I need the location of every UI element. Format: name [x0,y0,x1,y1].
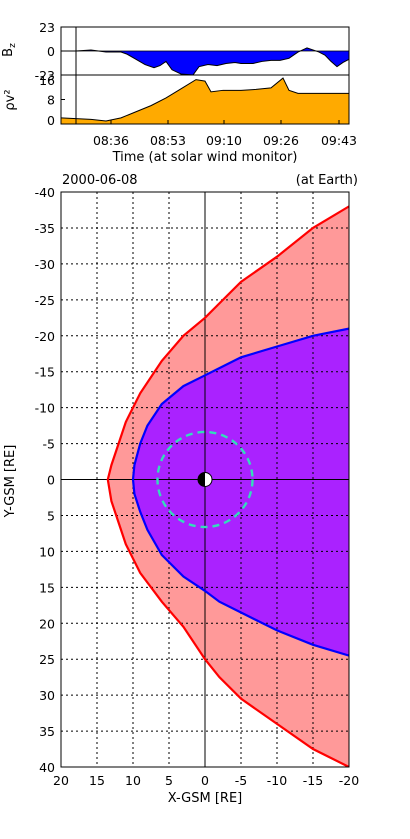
x-tick-label: -20 [339,773,359,788]
x-tick-label: 15 [89,773,105,788]
location-label: (at Earth) [296,173,358,188]
x-tick-label: -15 [303,773,323,788]
y-tick-label: 0 [47,473,55,488]
time-tick-label: 08:53 [150,133,186,148]
bz-area [61,47,349,75]
y-tick-label: 10 [39,544,55,559]
time-tick-label: 08:36 [93,133,129,148]
magnetopause-line [131,327,349,657]
y-tick-label: -35 [35,221,55,236]
y-tick-label: -10 [35,401,55,416]
x-tick-label: 5 [165,773,173,788]
x-tick-label: 10 [125,773,141,788]
pressure-ytick-label: 8 [47,93,55,108]
y-tick-label: 35 [39,724,55,739]
bow-shock-line [106,205,349,767]
earth-nightside [198,472,205,487]
y-tick-label: -30 [35,257,55,272]
y-tick-label: 20 [39,616,55,631]
magnetosphere-panel: 20 15 10 5 0 -5 -10 -15 -20 -40 -35 -30 -25 -20 -15 -10… [35,185,360,788]
x-axis-label: X-GSM [RE] [168,791,243,806]
time-tick-label: 09:26 [263,133,299,148]
x-tick-label: 20 [53,773,69,788]
date-label: 2000-06-08 [62,173,138,188]
pressure-ytick-label: 0 [47,113,55,128]
x-tick-label: 0 [201,773,209,788]
bz-ylabel-main: B [1,48,16,57]
x-tick-label: -10 [267,773,287,788]
time-tick-label: 09:10 [206,133,242,148]
pressure-line [60,77,349,122]
y-tick-label: -40 [35,185,55,200]
y-tick-label: 15 [39,580,55,595]
pressure-ylabel: ρv² [3,89,18,110]
y-tick-label: -20 [35,329,55,344]
y-tick-label: -5 [43,437,55,452]
pressure-panel: 16 8 0 08:36 08:53 09:10 09:26 09:43 [39,73,357,148]
geosynchronous-orbit-circle [156,430,254,529]
pressure-ytick-label: 16 [39,73,55,88]
y-tick-label: 25 [39,652,55,667]
text-labels: Bz ρv² Time (at solar wind monitor) 2000… [1,43,358,806]
y-tick-label: 40 [39,760,55,775]
time-axis-label: Time (at solar wind monitor) [112,150,298,165]
y-tick-label: -15 [35,365,55,380]
x-tick-label: -5 [235,773,247,788]
bz-panel: 23 0 -23 [35,20,350,83]
pressure-area [61,78,349,124]
magnetosphere-frame [60,191,350,768]
bz-ytick-label: 23 [39,20,55,35]
plot-body [61,192,349,767]
y-tick-label: 5 [47,508,55,523]
bz-ytick-label: -23 [35,68,55,83]
bz-ytick-label: 0 [47,44,55,59]
y-tick-label: 30 [39,688,55,703]
time-tick-label: 09:43 [321,133,357,148]
bz-ylabel: Bz [1,43,18,57]
y-axis-label: Y-GSM [RE] [3,445,18,519]
bz-ylabel-sub: z [8,43,18,48]
y-tick-label: -25 [35,293,55,308]
